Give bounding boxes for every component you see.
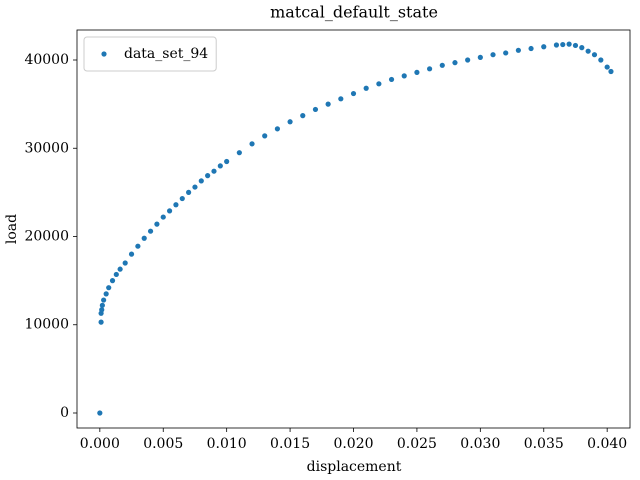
legend-box [83,36,217,72]
data-point [106,285,112,291]
data-point [109,278,116,284]
data-point [179,195,185,202]
x-tick-label: 0.000 [80,436,120,452]
data-point [198,178,204,184]
data-point [585,48,591,54]
x-tick-label: 0.005 [143,436,183,452]
data-point [465,57,471,63]
data-point [541,44,547,50]
data-point [363,85,369,91]
data-point [249,141,255,147]
data-point [591,52,598,58]
y-tick-label: 40000 [24,52,69,68]
data-point [236,150,242,156]
data-point [99,302,105,308]
data-point [274,126,280,132]
data-point [160,214,166,220]
data-point [477,54,483,60]
data-point [553,42,560,48]
y-tick-label: 10000 [24,317,69,333]
data-point [439,62,445,68]
x-tick-label: 0.020 [333,436,373,452]
data-point [300,113,306,119]
x-tick-label: 0.030 [460,436,500,452]
x-tick-label: 0.025 [397,436,437,452]
data-point [98,319,104,325]
data-point [113,271,119,278]
data-point [154,221,160,227]
data-point [401,73,407,79]
data-point [604,64,610,70]
data-point [186,189,192,195]
data-point [205,173,211,179]
data-point [135,243,141,249]
x-tick-label: 0.010 [207,436,247,452]
data-point [103,291,109,297]
data-point [338,96,344,102]
y-tick-label: 20000 [24,229,69,245]
data-point [598,57,604,63]
data-point [515,47,521,53]
x-tick-label: 0.015 [270,436,310,452]
data-point [192,184,198,190]
x-axis-label: displacement [307,459,402,475]
data-point [427,66,433,72]
y-tick-label: 0 [60,405,69,421]
data-point [97,410,103,416]
y-axis-label: load [4,214,20,244]
data-point [224,158,230,165]
plot-area [97,41,614,416]
data-point [579,45,585,51]
data-point [566,41,572,47]
legend-marker [101,51,107,57]
data-point [141,235,147,241]
data-point [376,81,382,87]
data-point [528,45,534,52]
data-point [128,251,135,257]
x-tick-label: 0.040 [587,436,627,452]
y-tick-label: 30000 [24,140,69,156]
data-point [99,307,105,313]
data-point [173,202,179,208]
data-point [452,60,458,66]
data-point [350,90,357,97]
data-point [503,50,509,56]
data-point [312,106,319,113]
data-point [287,119,293,125]
x-tick-label: 0.035 [524,436,564,452]
data-point [490,52,496,58]
data-point [166,208,173,214]
data-point [211,168,217,174]
data-point [414,69,420,75]
data-point [560,41,566,48]
data-point [117,266,123,272]
data-point [608,68,614,75]
data-point [147,228,154,234]
chart-title: matcal_default_state [270,3,438,22]
data-point [325,101,331,107]
data-point [101,297,107,303]
data-point [122,260,128,266]
data-point [572,42,579,49]
legend-label: data_set_94 [124,46,208,62]
data-point [262,133,268,139]
data-point [217,163,223,169]
data-point [388,76,395,83]
